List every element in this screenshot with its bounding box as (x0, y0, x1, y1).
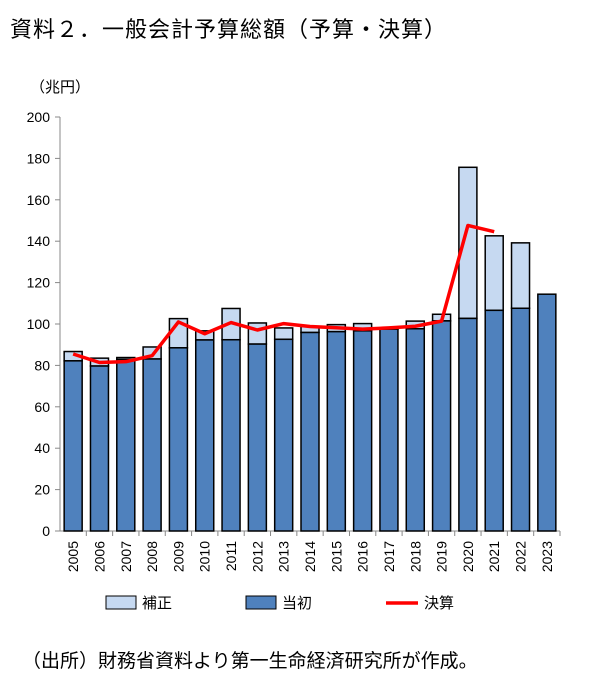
x-tick-label: 2017 (381, 541, 397, 572)
x-tick-label: 2014 (302, 541, 318, 572)
x-tick-label: 2015 (328, 541, 344, 572)
y-axis-label: （兆円） (30, 78, 90, 96)
x-tick-label: 2005 (65, 541, 81, 572)
y-tick-label: 200 (27, 109, 51, 125)
legend-label-kessan: 決算 (424, 594, 454, 612)
bar-toshho (431, 320, 452, 532)
bar-toshho (89, 365, 110, 532)
x-tick-label: 2016 (355, 541, 371, 572)
line-kessan (72, 223, 495, 365)
legend-swatch-hosei (105, 595, 137, 610)
bar-toshho (537, 293, 557, 532)
bar-toshho (379, 328, 399, 532)
x-tick-label: 2009 (170, 541, 186, 572)
bar-toshho (247, 343, 268, 532)
y-tick-label: 80 (34, 357, 50, 373)
bar-toshho (168, 347, 189, 532)
x-tick-label: 2022 (513, 541, 529, 572)
x-tick-label: 2018 (407, 541, 423, 572)
bar-toshho (142, 358, 162, 532)
x-tick-label: 2019 (434, 541, 450, 572)
bar-toshho (116, 358, 136, 532)
x-tick-label: 2010 (197, 541, 213, 572)
y-tick-label: 120 (27, 275, 51, 291)
source-note: （出所）財務省資料より第一生命経済研究所が作成。 (22, 650, 478, 672)
y-tick-label: 20 (34, 482, 50, 498)
x-tick-label: 2008 (144, 541, 160, 572)
y-tick-label: 0 (42, 523, 50, 539)
y-tick-label: 100 (27, 316, 51, 332)
bar-toshho (194, 339, 215, 532)
legend-label-toshho: 当初 (282, 594, 312, 612)
bar-toshho (484, 309, 504, 532)
x-tick-label: 2007 (118, 541, 134, 572)
chart-title: 資料２．一般会計予算総額（予算・決算） (10, 18, 448, 43)
bar-hosei (247, 322, 268, 345)
y-tick-label: 160 (27, 192, 51, 208)
bar-toshho (352, 330, 373, 532)
bar-toshho (221, 338, 241, 532)
y-tick-label: 140 (27, 233, 51, 249)
legend-label-hosei: 補正 (142, 594, 172, 612)
bar-toshho (510, 307, 531, 532)
bar-hosei (273, 327, 294, 341)
bar-toshho (63, 360, 83, 532)
bar-toshho (326, 330, 347, 532)
x-tick-label: 2012 (249, 541, 265, 572)
bar-toshho (458, 317, 478, 532)
y-tick-label: 180 (27, 150, 51, 166)
bar-toshho (273, 338, 294, 532)
bar-hosei (510, 242, 531, 310)
x-tick-label: 2023 (539, 541, 555, 572)
bar-toshho (300, 331, 320, 532)
bar-toshho (405, 328, 426, 532)
bar-hosei (484, 235, 504, 312)
x-tick-label: 2006 (91, 541, 107, 572)
x-tick-label: 2021 (486, 541, 502, 572)
x-tick-label: 2011 (223, 541, 239, 571)
y-tick-label: 60 (34, 399, 50, 415)
x-tick-label: 2020 (460, 541, 476, 572)
y-tick-label: 40 (34, 440, 50, 456)
legend-swatch-toshho (245, 595, 277, 610)
x-tick-label: 2013 (276, 541, 292, 572)
